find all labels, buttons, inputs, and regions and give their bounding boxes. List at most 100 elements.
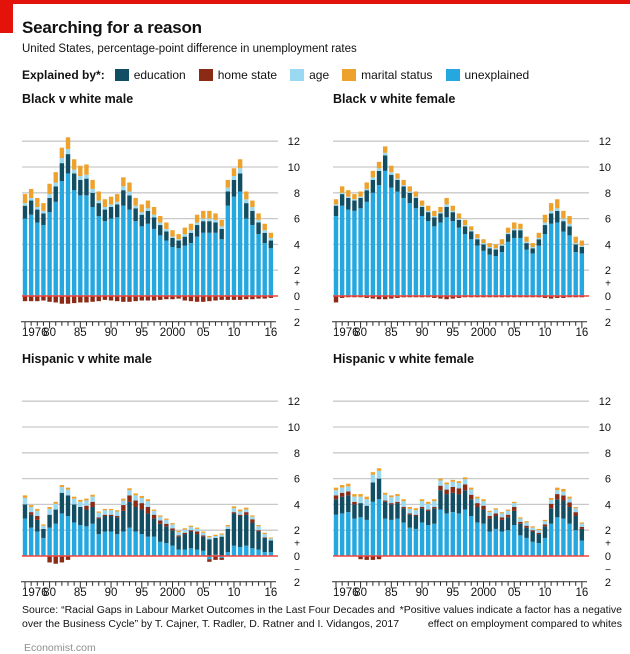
legend-item-label: education xyxy=(133,68,186,82)
x-tick-label: 05 xyxy=(197,587,210,599)
svg-text:6: 6 xyxy=(605,214,611,226)
svg-text:6: 6 xyxy=(294,474,300,486)
panels-grid: Black v white male 12 10 8 6 4 2 +0−2 1976 80 85 90… xyxy=(21,92,622,599)
svg-text:2: 2 xyxy=(605,525,611,537)
page-subtitle: United States, percentage-point differen… xyxy=(22,43,357,55)
x-tick-label: 1976 xyxy=(22,587,48,599)
footnote: *Positive values indicate a factor has a… xyxy=(400,604,622,631)
x-tick-label: 95 xyxy=(446,327,459,339)
legend-item-label: home state xyxy=(217,68,278,82)
panel-title-hispanic-v-white-female: Hispanic v white female xyxy=(333,352,475,366)
x-tick-label: 2000 xyxy=(160,587,186,599)
x-tick-label: 05 xyxy=(508,327,521,339)
svg-text:10: 10 xyxy=(599,422,611,434)
svg-text:4: 4 xyxy=(294,239,300,251)
legend-item-label: age xyxy=(309,68,330,82)
svg-text:8: 8 xyxy=(605,188,611,200)
svg-text:12: 12 xyxy=(599,136,611,148)
x-tick-label: 85 xyxy=(74,587,87,599)
svg-text:0: 0 xyxy=(605,551,611,563)
svg-text:2: 2 xyxy=(605,317,611,329)
legend-item-label: marital status xyxy=(361,68,433,82)
panel-black-v-white-female: Black v white female 12 10 8 6 4 2 +0−2 1976 80 85… xyxy=(332,92,622,339)
legend-swatch-education-icon xyxy=(114,69,129,81)
x-tick-label: 90 xyxy=(105,587,118,599)
x-tick-label: 80 xyxy=(354,587,367,599)
svg-text:+: + xyxy=(294,538,300,549)
svg-text:4: 4 xyxy=(605,239,611,251)
legend-item-home-state: home state xyxy=(198,68,278,82)
x-tick-label: 80 xyxy=(43,327,56,339)
legend-item-unexplained: unexplained xyxy=(445,68,529,82)
svg-text:10: 10 xyxy=(288,422,300,434)
svg-text:10: 10 xyxy=(288,162,300,174)
svg-text:8: 8 xyxy=(605,448,611,460)
panel-hispanic-v-white-female: Hispanic v white female 12 10 8 6 4 2 +0−2 1976 8… xyxy=(332,352,622,599)
bars xyxy=(333,468,585,560)
svg-text:0: 0 xyxy=(294,291,300,303)
svg-text:8: 8 xyxy=(294,188,300,200)
panel-title-black-v-white-male: Black v white male xyxy=(22,92,134,106)
svg-text:8: 8 xyxy=(294,448,300,460)
svg-text:+: + xyxy=(294,278,300,289)
panel-title-hispanic-v-white-male: Hispanic v white male xyxy=(22,352,152,366)
x-tick-label: 2000 xyxy=(471,587,497,599)
legend-item-age: age xyxy=(290,68,329,82)
x-tick-label: 90 xyxy=(416,587,429,599)
x-tick-label: 1976 xyxy=(333,327,359,339)
svg-text:−: − xyxy=(605,305,611,316)
panel-title-black-v-white-female: Black v white female xyxy=(333,92,456,106)
svg-text:−: − xyxy=(294,565,300,576)
x-tick-label: 95 xyxy=(135,587,148,599)
svg-text:0: 0 xyxy=(294,551,300,563)
legend: Explained by*: education home state age mar… xyxy=(22,68,622,82)
panel-hispanic-v-white-male: Hispanic v white male 12 10 8 6 4 2 +0−2 1976 80 8… xyxy=(21,352,311,599)
svg-text:4: 4 xyxy=(605,499,611,511)
top-red-rule xyxy=(0,0,630,4)
svg-text:6: 6 xyxy=(605,474,611,486)
x-tick-label: 85 xyxy=(385,327,398,339)
economist-brand: Economist.com xyxy=(24,642,96,654)
x-tick-label: 95 xyxy=(446,587,459,599)
svg-text:+: + xyxy=(605,538,611,549)
x-tick-label: 1976 xyxy=(333,587,359,599)
source-line-1: Source: “Racial Gaps in Labour Market Ou… xyxy=(22,604,395,616)
x-tick-label: 10 xyxy=(228,587,241,599)
x-tick-label: 16 xyxy=(264,327,277,339)
legend-item-education: education xyxy=(114,68,186,82)
svg-text:2: 2 xyxy=(605,265,611,277)
svg-text:2: 2 xyxy=(294,317,300,329)
x-tick-label: 10 xyxy=(539,327,552,339)
svg-text:2: 2 xyxy=(605,577,611,589)
svg-text:12: 12 xyxy=(288,136,300,148)
x-tick-label: 05 xyxy=(508,587,521,599)
x-tick-label: 1976 xyxy=(22,327,48,339)
x-tick-label: 85 xyxy=(385,587,398,599)
economist-red-tab xyxy=(0,4,13,33)
svg-text:+: + xyxy=(605,278,611,289)
svg-text:2: 2 xyxy=(294,577,300,589)
bars xyxy=(22,137,274,304)
svg-text:−: − xyxy=(294,305,300,316)
x-tick-label: 10 xyxy=(228,327,241,339)
svg-text:−: − xyxy=(605,565,611,576)
x-tick-label: 95 xyxy=(135,327,148,339)
svg-text:6: 6 xyxy=(294,214,300,226)
bars xyxy=(22,485,274,564)
x-tick-label: 16 xyxy=(575,327,588,339)
legend-label: Explained by*: xyxy=(22,68,105,82)
source-note: Source: “Racial Gaps in Labour Market Ou… xyxy=(22,604,399,631)
legend-swatch-marital-status-icon xyxy=(342,69,357,81)
svg-text:0: 0 xyxy=(605,291,611,303)
legend-items: education home state age marital status unex… xyxy=(114,68,543,82)
panel-black-v-white-male: Black v white male 12 10 8 6 4 2 +0−2 1976 80 85 90… xyxy=(21,92,311,339)
legend-swatch-unexplained-icon xyxy=(445,69,460,81)
x-tick-label: 16 xyxy=(575,587,588,599)
footer: Source: “Racial Gaps in Labour Market Ou… xyxy=(22,604,622,631)
svg-text:10: 10 xyxy=(599,162,611,174)
svg-text:2: 2 xyxy=(294,525,300,537)
svg-text:4: 4 xyxy=(294,499,300,511)
